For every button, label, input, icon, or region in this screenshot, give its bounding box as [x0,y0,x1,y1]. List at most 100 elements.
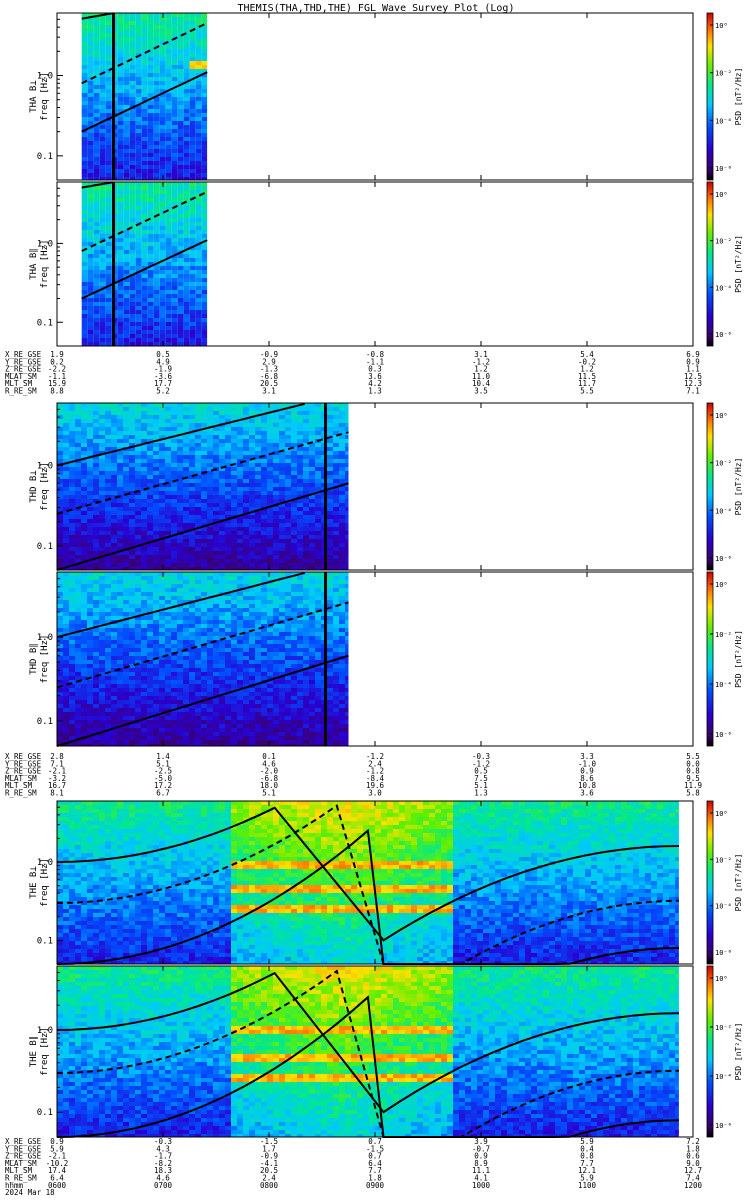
colorbar-tick-label: 10⁻² [715,70,732,78]
colorbar-tick-label: 10⁰ [715,581,728,589]
y-axis-label-probe: THE B⊥ [29,866,39,899]
ephemeris-value: 5.8 [686,789,700,798]
colorbar-tick-label: 10⁻² [715,1024,732,1032]
ephemeris-value: 1.3 [368,387,382,396]
ephemeris-value: 3.5 [474,387,488,396]
y-axis-label-probe: THA B∥ [29,248,39,280]
spectrogram-cells [82,182,207,346]
date-label: 2024 Mar 18 [5,1188,55,1197]
spectrogram-cells [57,801,679,964]
colorbar [707,13,713,180]
colorbar-tick-label: 10⁻⁴ [715,117,732,125]
y-axis-label-freq: freq [Hz] [40,240,50,289]
colorbar [707,966,713,1137]
ephemeris-value: 1.3 [474,789,488,798]
colorbar-tick-label: 10⁻⁶ [715,165,732,173]
colorbar-tick-label: 10⁻² [715,856,732,864]
colorbar-tick-label: 10⁻² [715,460,732,468]
y-tick-label: 0.1 [37,717,53,727]
data-gap [112,182,115,346]
ephemeris-value: 1100 [578,1181,597,1190]
colorbar [707,403,713,570]
y-axis-label-freq: freq [Hz] [40,858,50,907]
colorbar-tick-label: 10⁻⁴ [715,903,732,911]
ephemeris-value: 3.0 [368,789,382,798]
y-axis-label-probe: THA B⊥ [29,80,39,113]
data-gap [112,13,115,180]
colorbar-tick-label: 10⁻⁴ [715,1073,732,1081]
ephemeris-label: R_RE_SM [5,387,37,396]
colorbar-tick-label: 10⁻⁶ [715,1122,732,1130]
spectrogram-cells [57,572,349,746]
ephemeris-value: 3.1 [262,387,276,396]
ephemeris-value: 5.1 [262,789,276,798]
ephemeris-value: 5.2 [156,387,170,396]
y-axis-label-freq: freq [Hz] [40,462,50,511]
colorbar-label: PSD [nT²/Hz] [734,235,743,293]
colorbar-label: PSD [nT²/Hz] [734,1023,743,1081]
ephemeris-value: 8.8 [50,387,64,396]
colorbar [707,182,713,346]
ephemeris-value: 0700 [154,1181,173,1190]
y-axis-label-freq: freq [Hz] [40,635,50,684]
spectrogram-cells [82,13,207,180]
colorbar-tick-label: 10⁻⁴ [715,507,732,515]
ephemeris-value: 7.1 [686,387,700,396]
y-tick-label: 0.1 [37,1108,53,1118]
colorbar-tick-label: 10⁰ [715,810,728,818]
ephemeris-value: 5.5 [580,387,594,396]
colorbar-tick-label: 10⁻⁶ [715,555,732,563]
y-tick-label: 0.1 [37,936,53,946]
colorbar-tick-label: 10⁻⁴ [715,284,732,292]
colorbar [707,801,713,964]
y-tick-label: 0.1 [37,318,53,328]
ephemeris-value: 8.1 [50,789,64,798]
colorbar-tick-label: 10⁻⁶ [715,949,732,957]
colorbar-tick-label: 10⁰ [715,22,728,30]
spectrogram-cells [57,966,679,1137]
colorbar [707,572,713,746]
colorbar-label: PSD [nT²/Hz] [734,458,743,516]
colorbar-tick-label: 10⁻² [715,631,732,639]
spectrogram-cells [57,403,349,570]
colorbar-tick-label: 10⁰ [715,191,728,199]
colorbar-tick-label: 10⁰ [715,412,728,420]
colorbar-label: PSD [nT²/Hz] [734,854,743,912]
y-tick-label: 0.1 [37,152,53,162]
colorbar-label: PSD [nT²/Hz] [734,630,743,688]
y-tick-label: 0.1 [37,542,53,552]
colorbar-tick-label: 10⁰ [715,975,728,983]
y-axis-label-probe: THD B⊥ [29,470,39,503]
chart-title: THEMIS(THA,THD,THE) FGL Wave Survey Plot… [238,3,515,14]
y-axis-label-probe: THE B∥ [29,1036,39,1068]
data-gap [324,572,327,746]
ephemeris-value: 6.7 [156,789,170,798]
y-axis-label-freq: freq [Hz] [40,72,50,121]
ephemeris-value: 1000 [472,1181,491,1190]
ephemeris-value: 1200 [684,1181,703,1190]
colorbar-tick-label: 10⁻⁶ [715,331,732,339]
ephemeris-value: 0900 [366,1181,385,1190]
colorbar-tick-label: 10⁻² [715,238,732,246]
ephemeris-value: 0800 [260,1181,279,1190]
ephemeris-value: 3.6 [580,789,594,798]
colorbar-tick-label: 10⁻⁶ [715,731,732,739]
colorbar-label: PSD [nT²/Hz] [734,68,743,126]
data-gap [324,403,327,570]
colorbar-tick-label: 10⁻⁴ [715,681,732,689]
ephemeris-label: R_RE_SM [5,789,37,798]
